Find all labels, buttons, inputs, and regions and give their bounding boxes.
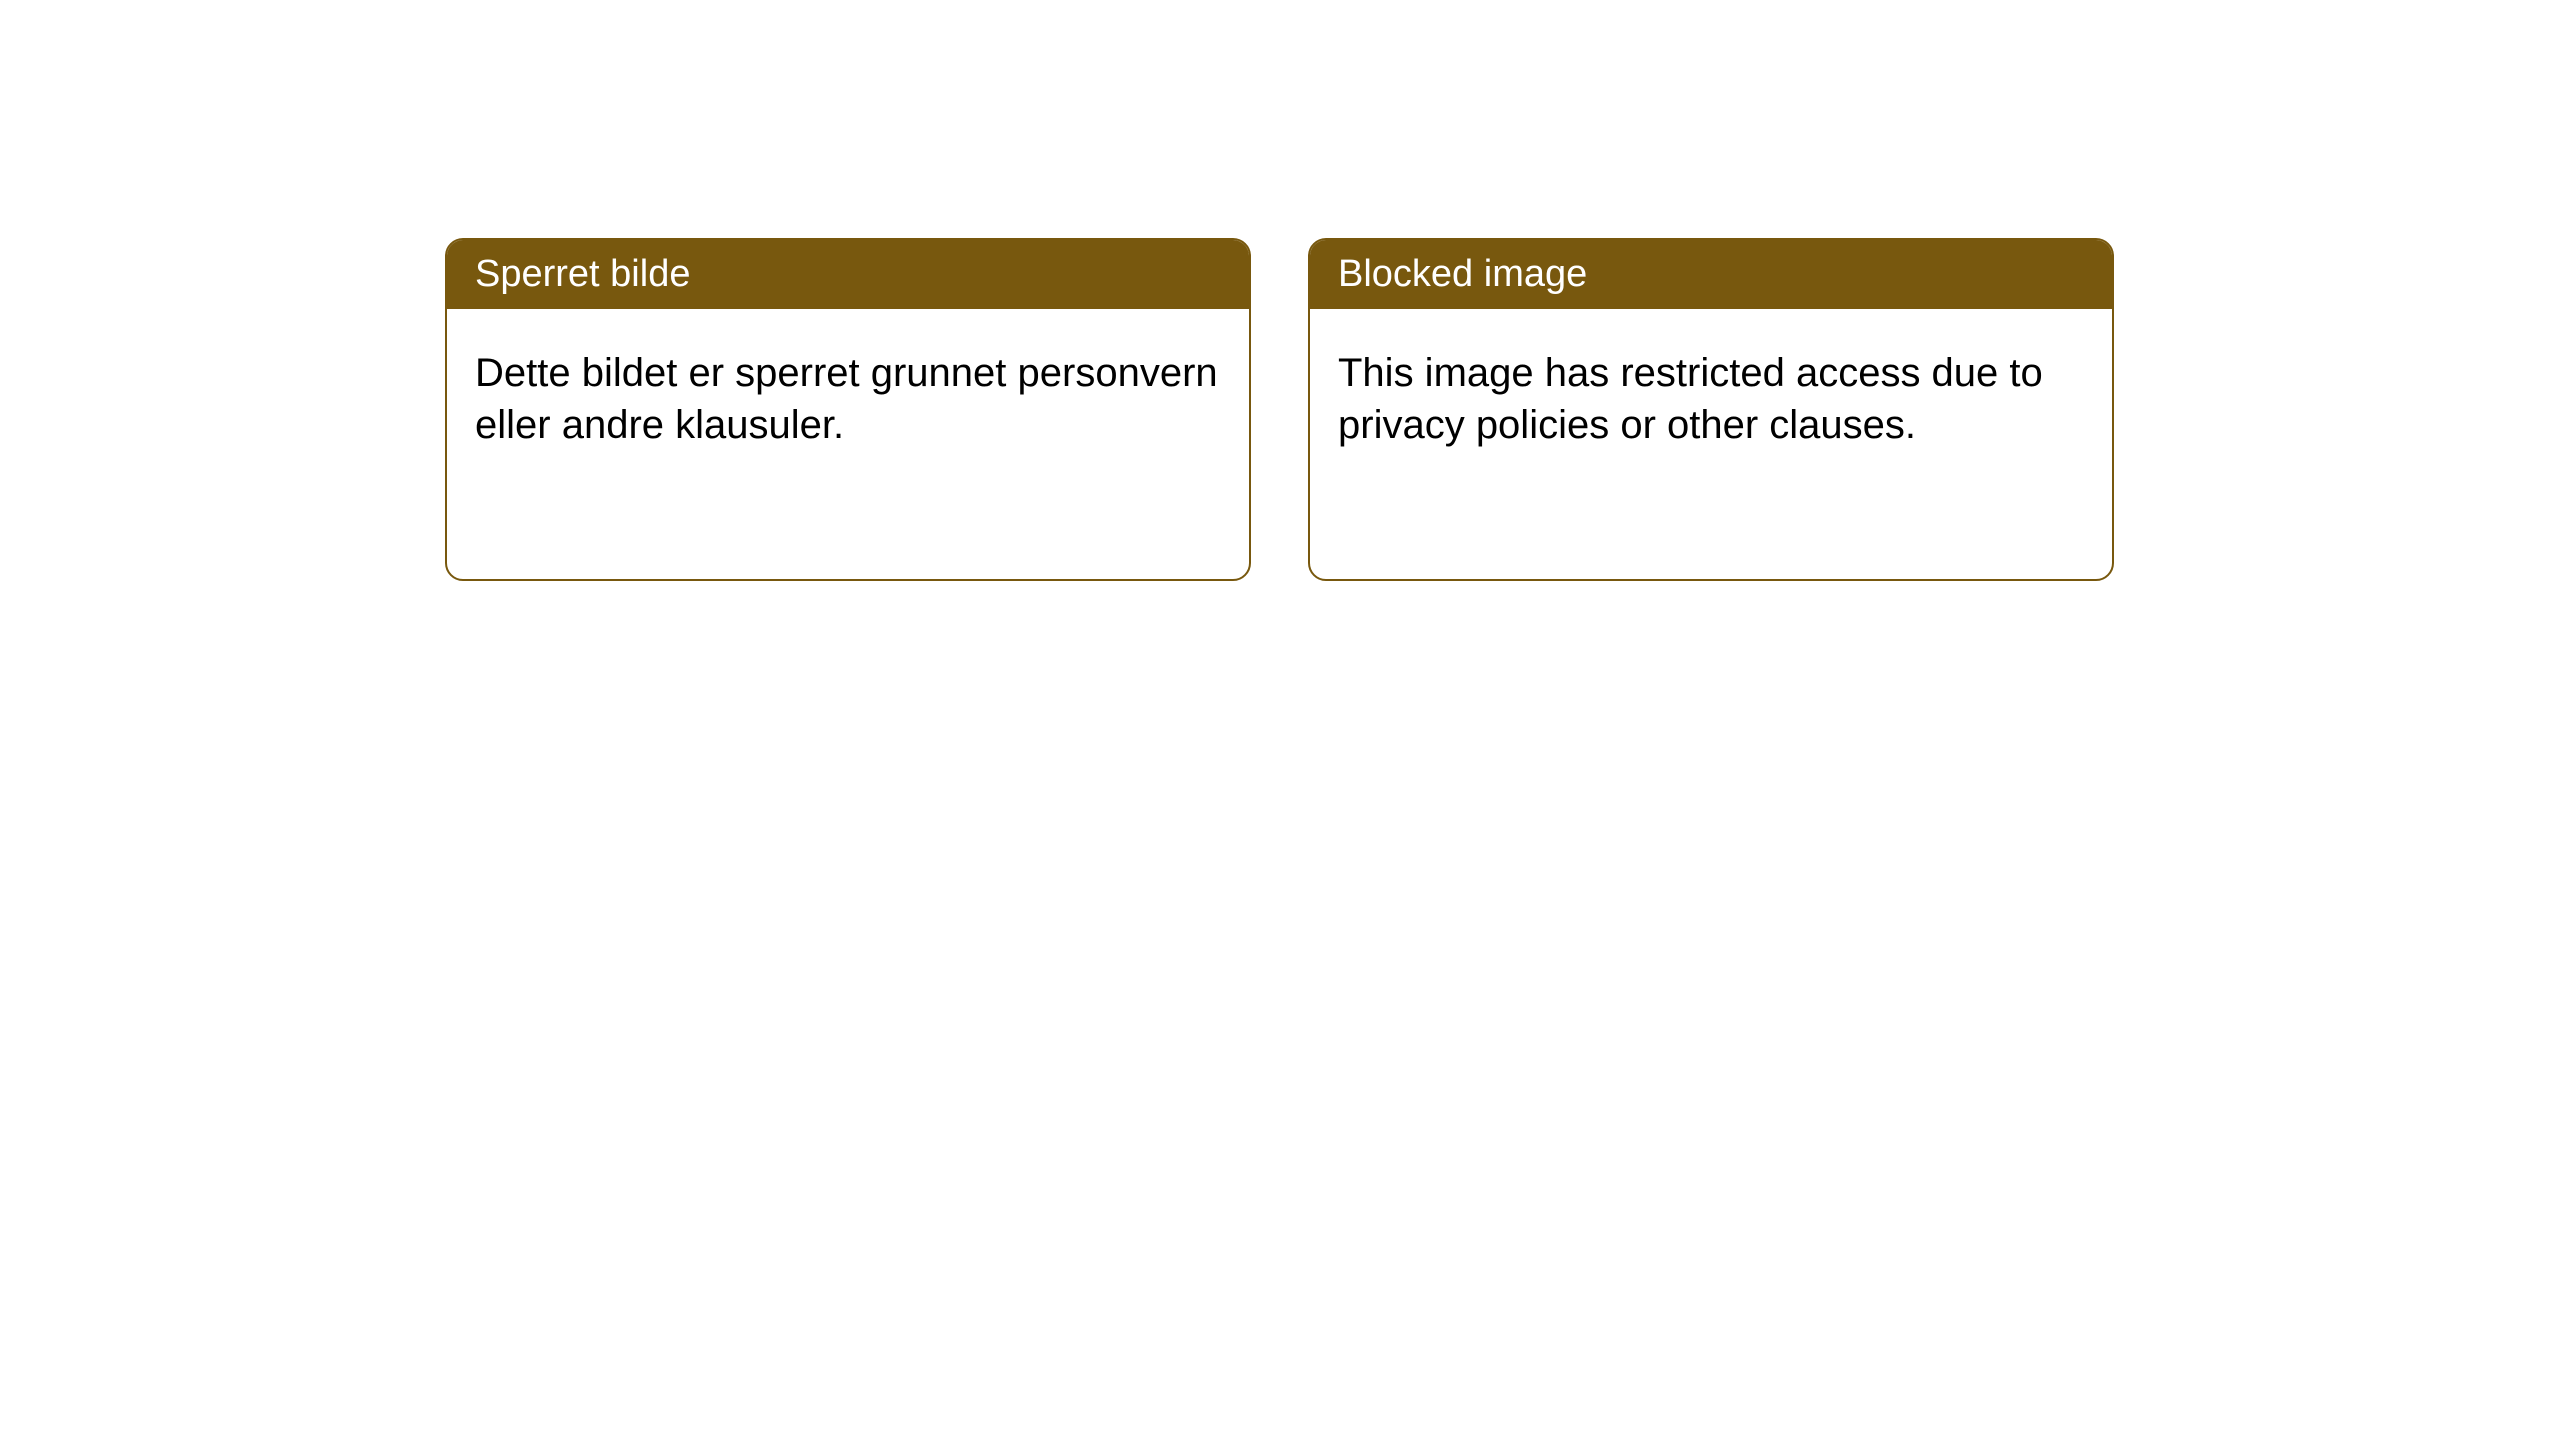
notice-card-english: Blocked image This image has restricted … bbox=[1308, 238, 2114, 581]
notice-title: Blocked image bbox=[1310, 240, 2112, 309]
notice-body: Dette bildet er sperret grunnet personve… bbox=[447, 309, 1249, 579]
notice-title: Sperret bilde bbox=[447, 240, 1249, 309]
notice-body: This image has restricted access due to … bbox=[1310, 309, 2112, 579]
notice-card-norwegian: Sperret bilde Dette bildet er sperret gr… bbox=[445, 238, 1251, 581]
notices-container: Sperret bilde Dette bildet er sperret gr… bbox=[0, 0, 2560, 581]
